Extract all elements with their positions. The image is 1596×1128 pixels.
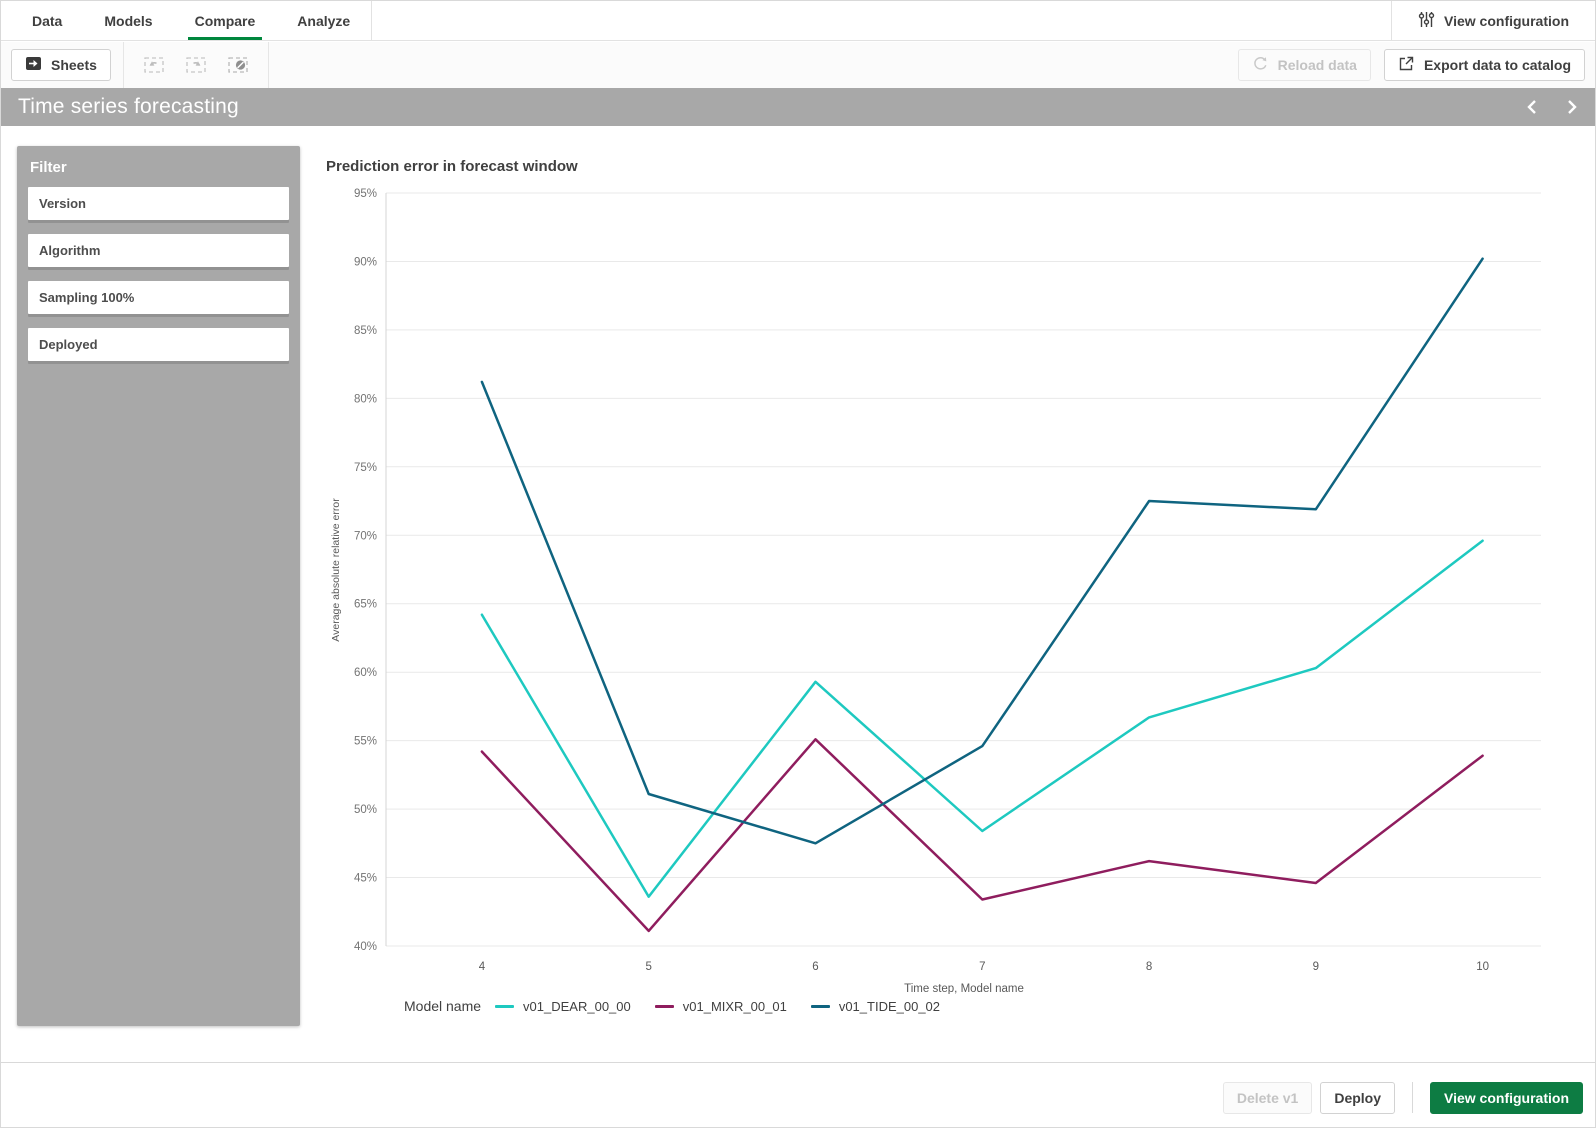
svg-text:Time step, Model name: Time step, Model name — [904, 983, 1024, 994]
svg-text:40%: 40% — [354, 941, 377, 953]
chart-legend: Model name v01_DEAR_00_00 v01_MIXR_00_01… — [404, 998, 1557, 1014]
legend-label-tide: v01_TIDE_00_02 — [838, 998, 941, 1014]
svg-text:55%: 55% — [354, 736, 377, 748]
filter-version[interactable]: Version — [28, 187, 289, 220]
top-nav-bar: Data Models Compare Analyze View configu… — [1, 1, 1595, 41]
reload-data-label: Reload data — [1277, 57, 1357, 73]
svg-text:Average absolute relative erro: Average absolute relative error — [330, 498, 342, 642]
export-icon — [1398, 55, 1415, 75]
svg-text:85%: 85% — [354, 325, 377, 337]
legend-label-mixr: v01_MIXR_00_01 — [682, 998, 787, 1014]
svg-text:10: 10 — [1476, 961, 1489, 973]
svg-text:5: 5 — [645, 961, 651, 973]
svg-text:80%: 80% — [354, 393, 377, 405]
sheets-icon — [25, 56, 42, 74]
reload-data-button[interactable]: Reload data — [1237, 49, 1371, 81]
tab-data[interactable]: Data — [32, 12, 63, 29]
export-data-label: Export data to catalog — [1423, 57, 1571, 73]
svg-text:60%: 60% — [354, 667, 377, 679]
chart-container: Prediction error in forecast window 40% 4… — [326, 158, 1557, 1014]
series-dash-dear — [495, 1004, 515, 1008]
legend-title: Model name — [404, 998, 482, 1014]
legend-item-tide[interactable]: v01_TIDE_00_02 — [810, 998, 941, 1014]
svg-text:50%: 50% — [354, 804, 377, 816]
view-configuration-nav-button[interactable]: View configuration — [1391, 1, 1595, 40]
tab-compare[interactable]: Compare — [174, 1, 277, 40]
svg-text:7: 7 — [979, 961, 985, 973]
prediction-error-line-chart[interactable]: 40% 45% 50% 55% 60% 65% 70% 75% 80% 85% 90% 95% 4 5 6 7… — [326, 180, 1557, 994]
svg-text:90%: 90% — [354, 257, 377, 269]
view-configuration-button[interactable]: View configuration — [1430, 1082, 1583, 1114]
footer-action-bar: Delete v1 Deploy View configuration — [1, 1062, 1595, 1127]
toolbar: Sheets — [1, 42, 1595, 88]
svg-text:4: 4 — [479, 961, 486, 973]
nav-tabs: Data Models Compare Analyze — [1, 1, 373, 40]
deploy-button[interactable]: Deploy — [1320, 1082, 1396, 1114]
view-configuration-nav-label: View configuration — [1444, 12, 1569, 29]
svg-text:70%: 70% — [354, 530, 377, 542]
sheet-title-bar: Time series forecasting — [1, 88, 1595, 126]
chart-title: Prediction error in forecast window — [326, 158, 578, 175]
sheet-navigation — [1519, 94, 1585, 120]
legend-item-mixr[interactable]: v01_MIXR_00_01 — [654, 998, 787, 1014]
sheet-title: Time series forecasting — [18, 95, 239, 118]
svg-text:6: 6 — [812, 961, 818, 973]
clear-selections-icon[interactable] — [222, 49, 254, 81]
next-sheet-icon[interactable] — [1559, 94, 1585, 120]
step-forward-selection-icon[interactable] — [180, 49, 212, 81]
footer-divider — [1412, 1082, 1414, 1113]
sheets-label: Sheets — [51, 57, 97, 73]
tab-models[interactable]: Models — [104, 12, 153, 29]
export-data-button[interactable]: Export data to catalog — [1383, 49, 1585, 81]
series-dash-tide — [810, 1004, 830, 1008]
series-dash-mixr — [654, 1004, 674, 1008]
filter-panel-title: Filter — [30, 159, 67, 176]
filter-algorithm[interactable]: Algorithm — [28, 234, 289, 267]
legend-item-dear[interactable]: v01_DEAR_00_00 — [495, 999, 631, 1014]
legend-label-dear: v01_DEAR_00_00 — [523, 998, 631, 1014]
filter-panel: Filter Version Algorithm Sampling 100% D… — [17, 146, 300, 1026]
svg-text:9: 9 — [1313, 961, 1319, 973]
svg-text:65%: 65% — [354, 599, 377, 611]
sheets-button[interactable]: Sheets — [11, 49, 111, 81]
step-back-selection-icon[interactable] — [138, 49, 170, 81]
delete-version-button[interactable]: Delete v1 — [1222, 1082, 1313, 1114]
svg-text:75%: 75% — [354, 462, 377, 474]
filter-sampling[interactable]: Sampling 100% — [28, 281, 289, 314]
selection-tools — [122, 42, 269, 88]
svg-text:8: 8 — [1146, 961, 1152, 973]
reload-icon — [1252, 55, 1269, 75]
filter-deployed[interactable]: Deployed — [28, 328, 289, 361]
svg-text:95%: 95% — [354, 188, 377, 200]
tab-analyze[interactable]: Analyze — [297, 12, 351, 29]
previous-sheet-icon[interactable] — [1519, 94, 1545, 120]
svg-text:45%: 45% — [354, 873, 377, 885]
sliders-icon — [1418, 11, 1435, 31]
toolbar-right-group: Reload data Export data to catalog — [1237, 49, 1585, 81]
